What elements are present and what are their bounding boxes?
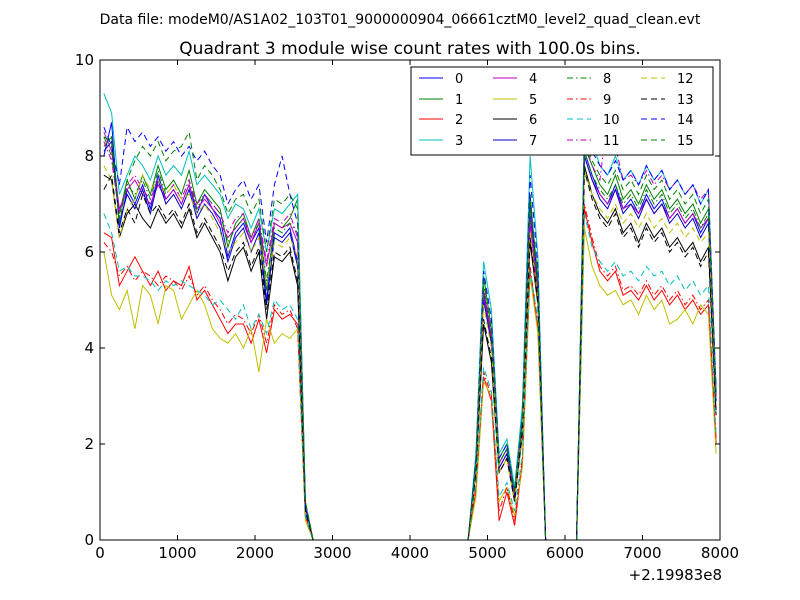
series-line-14 [103,125,717,540]
legend-label-0: 0 [455,72,463,87]
x-tick-label: 3000 [313,544,351,562]
y-tick-label: 0 [84,531,94,549]
x-tick-label: 7000 [623,544,661,562]
x-tick-label: 0 [95,544,105,562]
legend-label-2: 2 [455,113,463,128]
y-tick-label: 6 [84,243,94,261]
y-tick-label: 8 [84,147,94,165]
legend-label-6: 6 [529,113,537,128]
legend-label-8: 8 [603,72,611,87]
chart-title: Quadrant 3 module wise count rates with … [179,39,640,59]
legend-label-11: 11 [603,134,620,149]
y-tick-label: 2 [84,435,94,453]
legend-label-7: 7 [529,134,537,149]
legend-label-1: 1 [455,93,463,108]
x-tick-label: 5000 [468,544,506,562]
series-line-12 [103,165,717,540]
y-tick-label: 4 [84,339,94,357]
series-line-13 [103,170,717,540]
series-line-7 [103,140,717,540]
series-line-1 [103,135,717,540]
legend-label-4: 4 [529,72,537,87]
x-tick-label: 6000 [546,544,584,562]
y-tick-label: 10 [75,51,94,69]
legend-label-14: 14 [677,113,694,128]
plot-frame [99,59,721,541]
x-tick-label: 4000 [391,544,429,562]
series-line-2 [103,208,717,540]
series-line-15 [103,130,717,540]
legend-label-9: 9 [603,93,611,108]
legend-label-13: 13 [677,93,694,108]
series-layer [103,93,717,540]
legend-label-5: 5 [529,93,537,108]
series-line-9 [103,203,717,540]
x-tick-label: 1000 [158,544,196,562]
figure-suptitle: Data file: modeM0/AS1A02_103T01_90000009… [100,12,701,28]
series-line-5 [103,227,717,540]
series-line-11 [103,117,717,540]
series-line-3 [103,93,717,540]
legend-label-3: 3 [455,134,463,149]
legend-label-10: 10 [603,113,620,128]
x-tick-label: 8000 [701,544,739,562]
legend-label-15: 15 [677,134,694,149]
x-tick-label: 2000 [236,544,274,562]
series-line-10 [103,213,717,540]
legend-label-12: 12 [677,72,694,87]
series-line-6 [103,165,717,540]
x-offset-label: +2.19983e8 [629,566,722,584]
